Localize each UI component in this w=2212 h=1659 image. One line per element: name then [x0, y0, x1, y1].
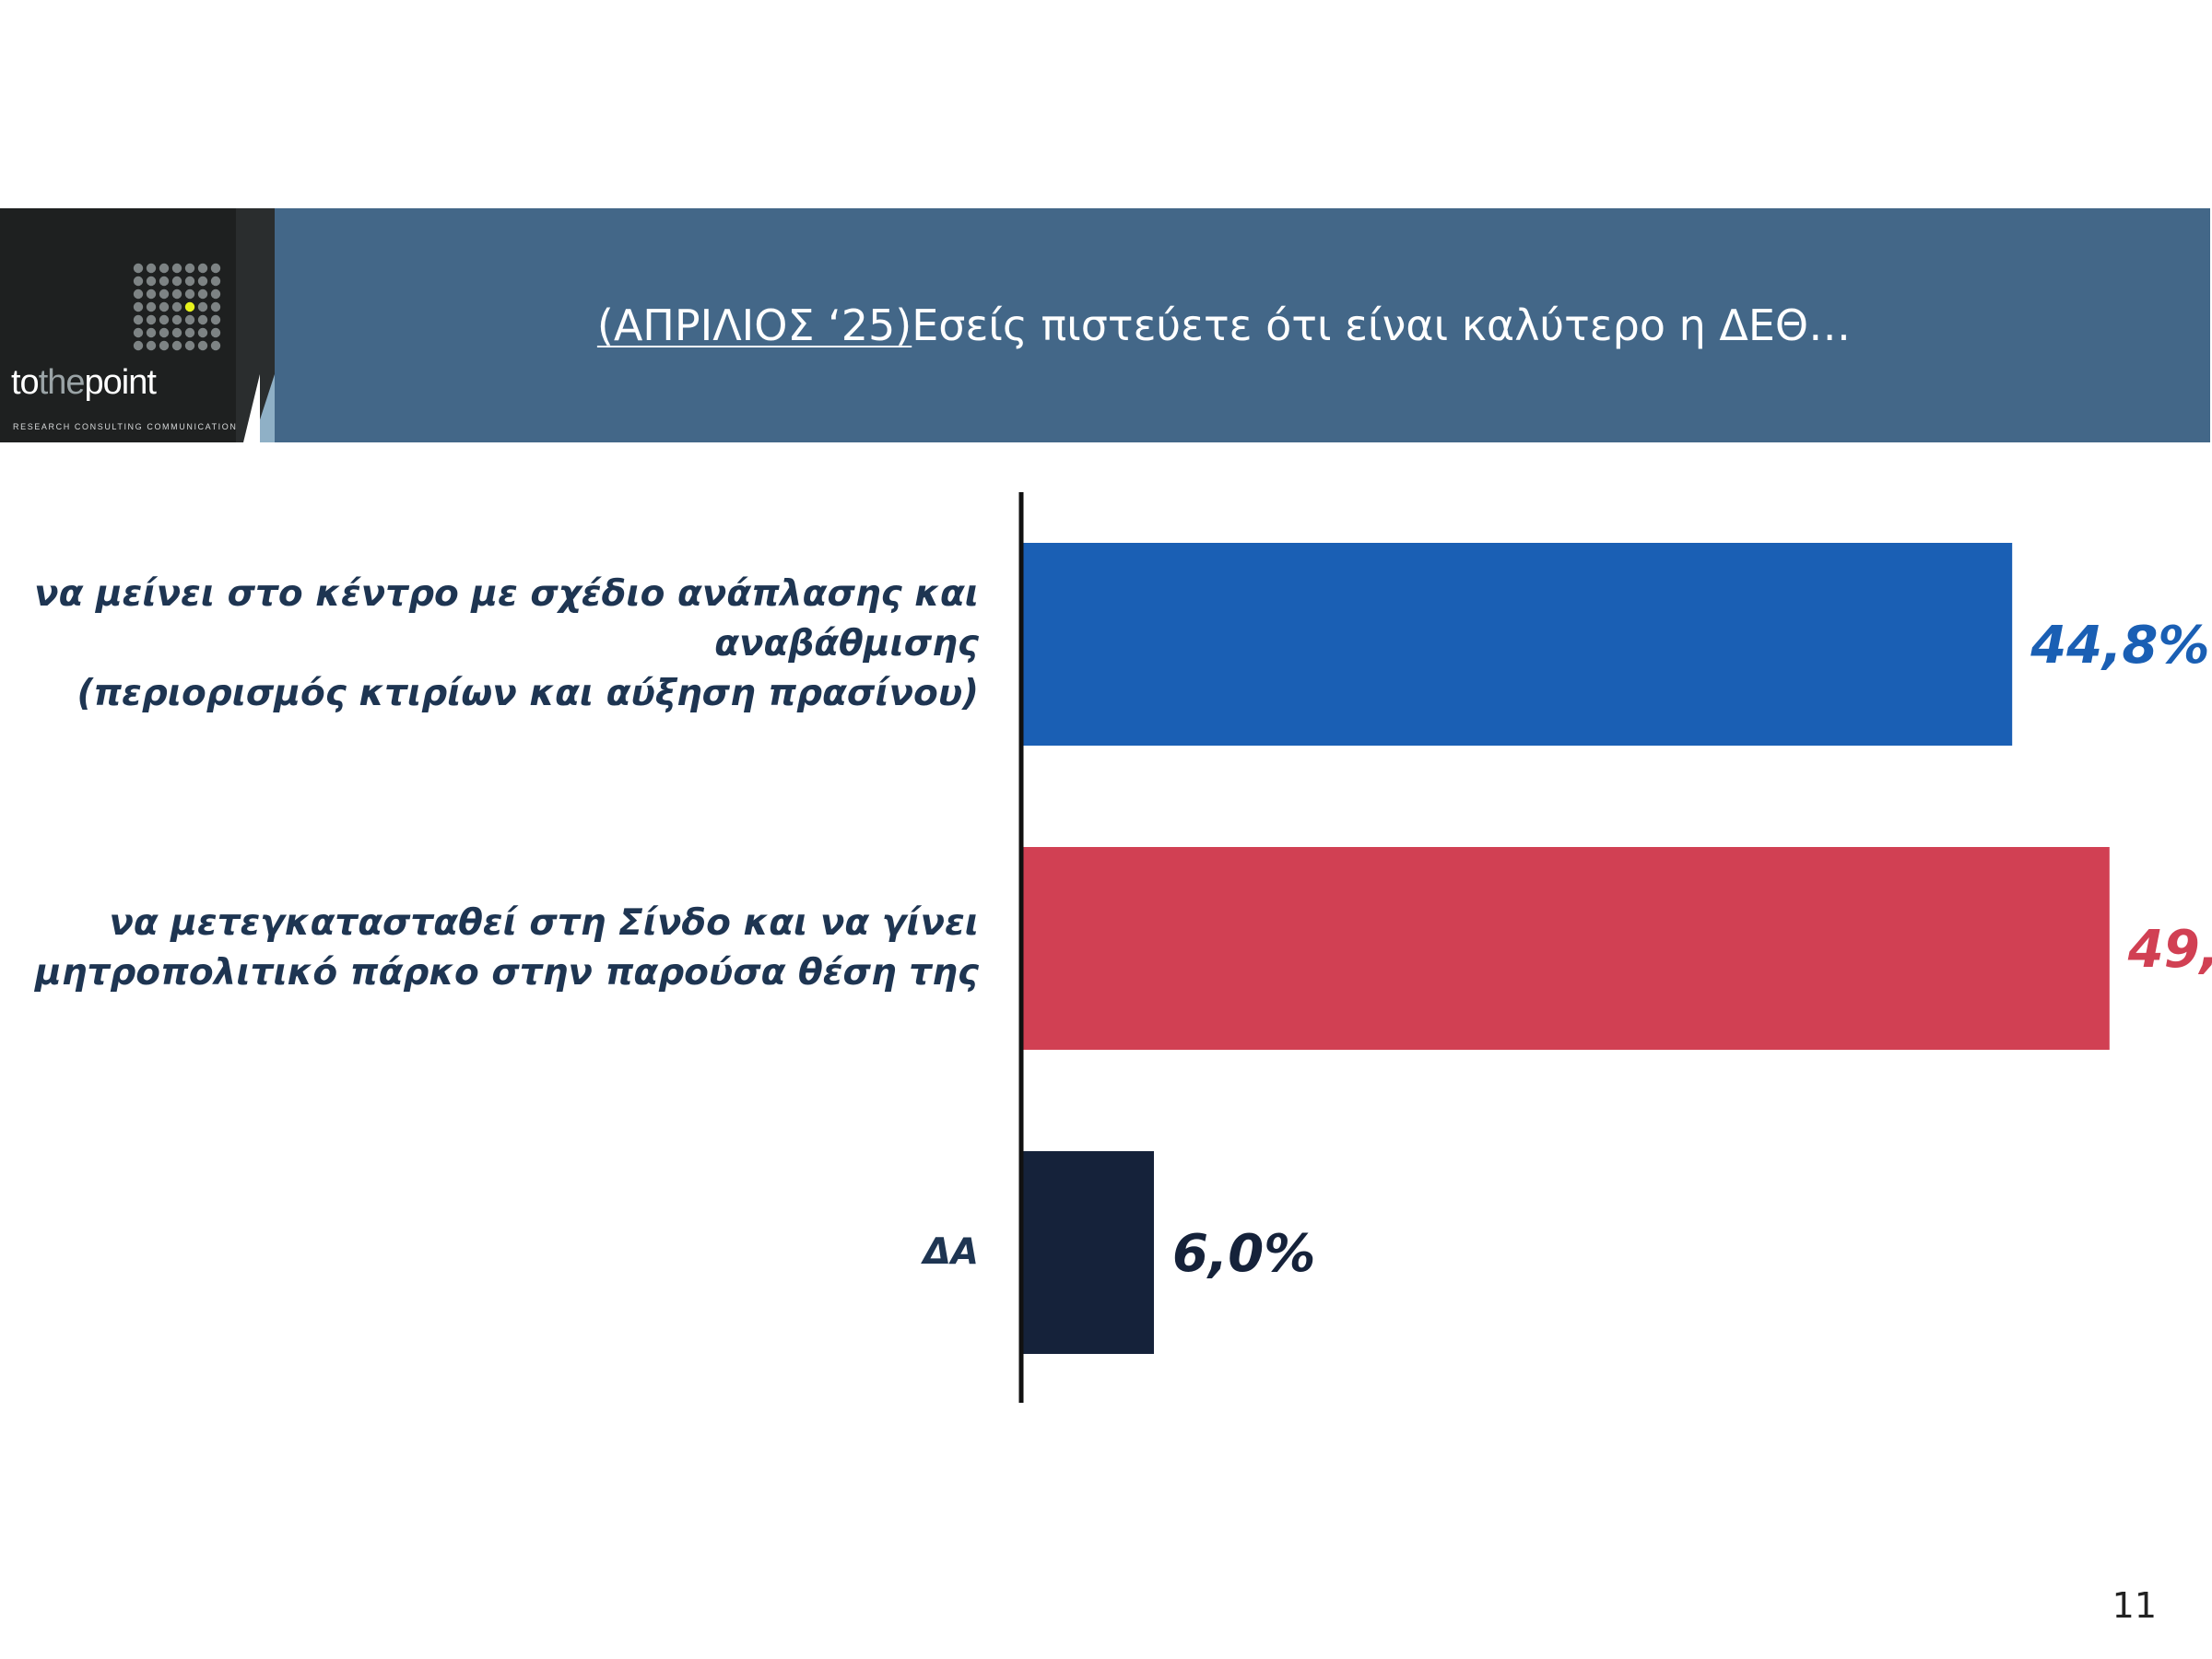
logo-dot [159, 314, 170, 325]
logo-dot [159, 276, 170, 287]
logo-accent-dot [184, 301, 195, 312]
logo-dot [197, 263, 208, 274]
logo-dot [146, 288, 157, 300]
logo-dot [171, 340, 182, 351]
logo-dot [146, 276, 157, 287]
title-question: Εσείς πιστεύετε ότι είναι καλύτερο η ΔΕΘ… [912, 300, 1852, 350]
logo-dot [159, 340, 170, 351]
logo-dot-grid-icon [133, 263, 221, 351]
logo-tagline: RESEARCH CONSULTING COMMUNICATION [13, 422, 238, 431]
logo-dot [133, 327, 144, 338]
bar-value-label-1: 44,8% [2030, 616, 2209, 676]
logo-dot [146, 263, 157, 274]
logo-dot [184, 288, 195, 300]
logo-edge-cut [243, 374, 260, 442]
logo-dot [146, 327, 157, 338]
bar-value-label-2: 49,2% [2127, 920, 2212, 980]
logo-dot [197, 301, 208, 312]
logo-dot [146, 301, 157, 312]
logo-dot [210, 276, 221, 287]
page-title: (ΑΠΡΙΛΙΟΣ ‘25) Εσείς πιστεύετε ότι είναι… [275, 208, 2210, 442]
logo-dot [210, 288, 221, 300]
logo-word-the: the [38, 363, 86, 402]
logo-dot [210, 301, 221, 312]
logo-dot [184, 276, 195, 287]
logo-dot [133, 263, 144, 274]
logo-word-point: point [84, 363, 157, 402]
logo-dot [133, 288, 144, 300]
bar-3 [1021, 1151, 1154, 1354]
logo-word-to: to [11, 363, 40, 402]
logo-dot [133, 301, 144, 312]
logo-dot [210, 340, 221, 351]
logo-background [0, 208, 236, 442]
category-label-3: ΔΑ [923, 1231, 979, 1273]
logo-dot [159, 327, 170, 338]
logo-dot [210, 327, 221, 338]
logo-wordmark: tothepoint [11, 363, 157, 403]
page-number: 11 [2112, 1585, 2157, 1626]
bar-value-label-3: 6,0% [1172, 1224, 1315, 1284]
logo-dot [171, 301, 182, 312]
logo-dot [171, 314, 182, 325]
logo-dot [133, 340, 144, 351]
logo-dot [146, 314, 157, 325]
logo-dot [210, 314, 221, 325]
bar-2 [1021, 847, 2110, 1050]
title-date-prefix: (ΑΠΡΙΛΙΟΣ ‘25) [596, 300, 912, 350]
logo-dot [197, 327, 208, 338]
logo-dot [159, 301, 170, 312]
title-banner: (ΑΠΡΙΛΙΟΣ ‘25) Εσείς πιστεύετε ότι είναι… [275, 208, 2210, 442]
logo-dot [197, 314, 208, 325]
logo-dot [171, 276, 182, 287]
logo-dot [133, 276, 144, 287]
logo-dot [171, 263, 182, 274]
category-label-1: να μείνει στο κέντρο με σχέδιο ανάπλασης… [34, 573, 979, 714]
logo-dot [184, 327, 195, 338]
logo-dot [171, 288, 182, 300]
logo-dot [197, 340, 208, 351]
logo-dot [210, 263, 221, 274]
logo-dot [133, 314, 144, 325]
logo-dot [184, 314, 195, 325]
category-label-2: να μετεγκατασταθεί στη Σίνδο και να γίνε… [35, 902, 979, 994]
logo-dot [146, 340, 157, 351]
logo-dot [159, 288, 170, 300]
logo-dot [197, 288, 208, 300]
bar-1 [1021, 543, 2013, 746]
logo-dot [197, 276, 208, 287]
logo-dot [184, 263, 195, 274]
brand-logo-panel: tothepoint RESEARCH CONSULTING COMMUNICA… [0, 208, 275, 442]
logo-dot [159, 263, 170, 274]
logo-dot [184, 340, 195, 351]
logo-dot [171, 327, 182, 338]
